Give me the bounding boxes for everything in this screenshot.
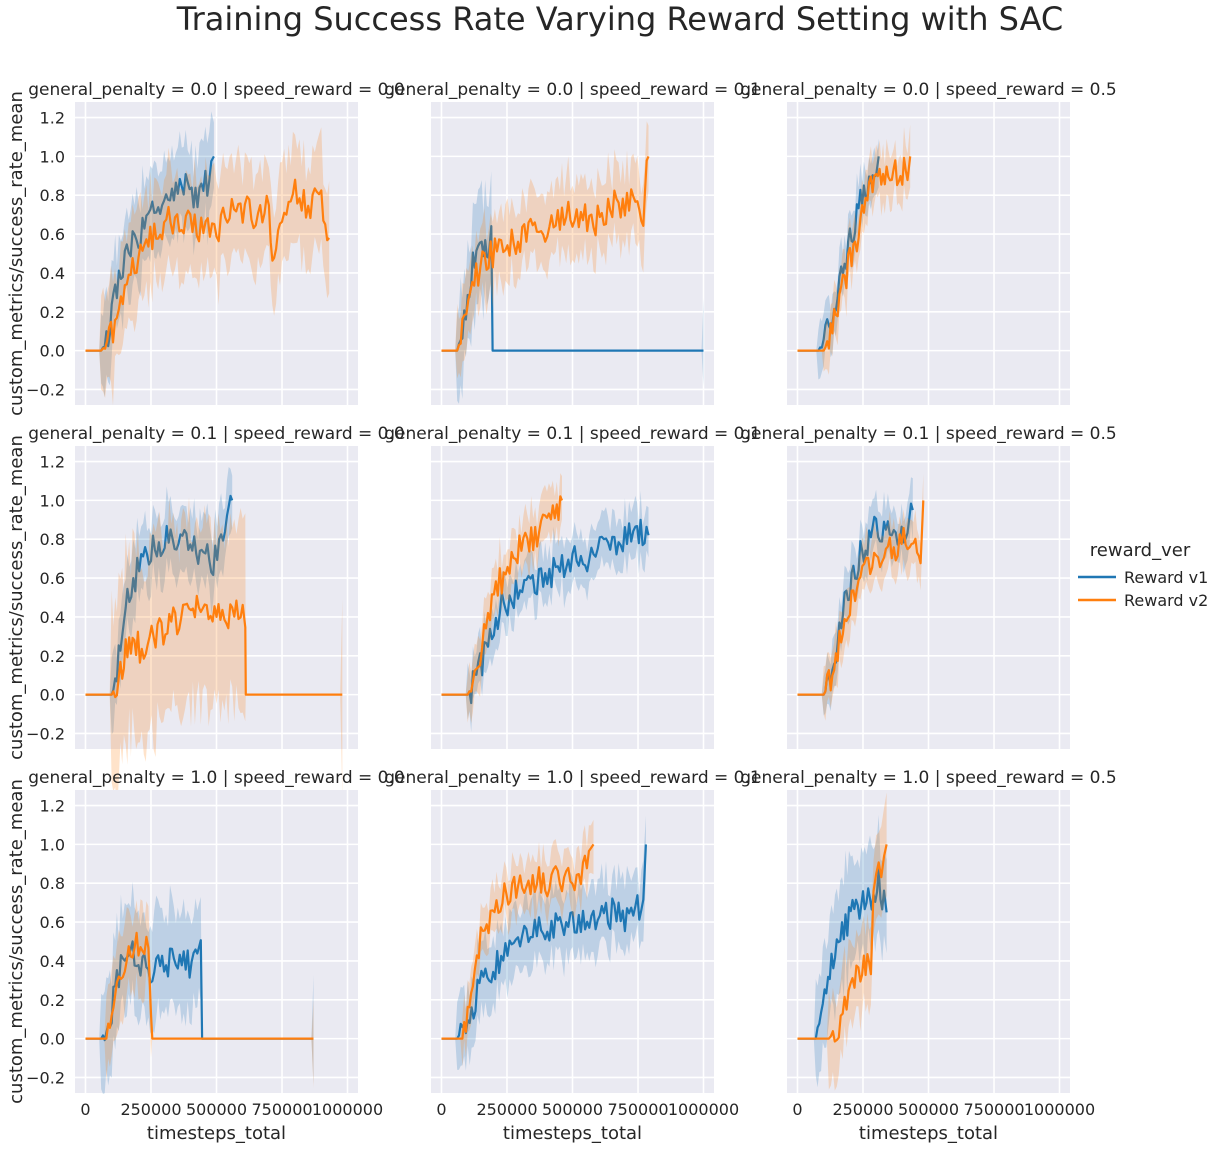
x-tick-label: 750000	[251, 1100, 312, 1119]
y-tick-label: 1.2	[40, 109, 65, 128]
confidence-band-reward-v2	[441, 121, 649, 379]
facet-panel-2: general_penalty = 0.0 | speed_reward = 0…	[384, 80, 761, 405]
x-tick-label: 0	[80, 1100, 90, 1119]
y-tick-label: 0.0	[40, 342, 65, 361]
confidence-band-reward-v1	[85, 467, 233, 735]
y-tick-label: 0.8	[40, 874, 65, 893]
x-tick-label: 1000000	[668, 1100, 739, 1119]
x-tick-label: 500000	[542, 1100, 603, 1119]
confidence-band-reward-v2	[797, 792, 887, 1091]
x-tick-label: 1000000	[1024, 1100, 1095, 1119]
y-tick-label: 0.0	[40, 1030, 65, 1049]
legend-label-reward-v1: Reward v1	[1124, 568, 1208, 587]
facet-panel-7: general_penalty = 1.0 | speed_reward = 0…	[6, 768, 405, 1144]
x-tick-label: 750000	[963, 1100, 1024, 1119]
x-tick-label: 1000000	[312, 1100, 383, 1119]
panel-title: general_penalty = 0.0 | speed_reward = 0…	[384, 80, 760, 100]
facet-grid: general_penalty = 0.0 | speed_reward = 0…	[6, 80, 1117, 1144]
panel-title: general_penalty = 0.0 | speed_reward = 0…	[28, 80, 404, 100]
y-tick-label: 0.8	[40, 186, 65, 205]
y-axis-label: custom_metrics/success_rate_mean	[6, 91, 27, 416]
y-tick-label: 0.0	[40, 686, 65, 705]
x-tick-label: 250000	[476, 1100, 537, 1119]
facet-panel-5: general_penalty = 0.1 | speed_reward = 0…	[384, 424, 761, 749]
series-line-reward-v2	[797, 500, 925, 696]
y-tick-label: −0.2	[26, 1068, 65, 1087]
series-line-reward-v2	[85, 178, 331, 352]
x-axis-label: timesteps_total	[503, 1123, 642, 1144]
y-tick-label: 1.0	[40, 835, 65, 854]
confidence-band-reward-v2	[85, 127, 330, 406]
confidence-band-reward-v2	[441, 819, 594, 1067]
x-tick-label: 500000	[898, 1100, 959, 1119]
series-line-reward-v2	[85, 931, 314, 1040]
confidence-band-reward-v2	[797, 473, 924, 721]
panel-title: general_penalty = 1.0 | speed_reward = 0…	[384, 768, 760, 788]
facet-panel-4: general_penalty = 0.1 | speed_reward = 0…	[6, 424, 405, 813]
x-tick-label: 0	[792, 1100, 802, 1119]
panel-title: general_penalty = 1.0 | speed_reward = 0…	[740, 768, 1116, 788]
y-tick-label: 0.8	[40, 530, 65, 549]
series-line-reward-v2	[441, 495, 564, 696]
panel-title: general_penalty = 0.1 | speed_reward = 0…	[28, 424, 404, 444]
y-tick-label: 1.0	[40, 491, 65, 510]
series-line-reward-v2	[441, 843, 595, 1040]
series-line-reward-v2	[441, 155, 650, 352]
y-tick-label: 0.6	[40, 225, 65, 244]
confidence-band-reward-v1	[441, 815, 646, 1071]
facet-panel-9: general_penalty = 1.0 | speed_reward = 0…	[740, 768, 1116, 1144]
x-tick-label: 750000	[607, 1100, 668, 1119]
facet-panel-1: general_penalty = 0.0 | speed_reward = 0…	[6, 80, 405, 416]
y-tick-label: 0.6	[40, 913, 65, 932]
series-line-reward-v1	[441, 225, 704, 352]
x-axis-label: timesteps_total	[859, 1123, 998, 1144]
series-line-reward-v1	[441, 844, 647, 1040]
x-tick-label: 250000	[120, 1100, 181, 1119]
x-tick-label: 250000	[832, 1100, 893, 1119]
y-tick-label: 0.4	[40, 264, 65, 283]
y-tick-label: 1.2	[40, 453, 65, 472]
y-tick-label: 1.0	[40, 147, 65, 166]
y-tick-label: 0.2	[40, 303, 65, 322]
legend-label-reward-v2: Reward v2	[1124, 591, 1208, 610]
y-tick-label: −0.2	[26, 724, 65, 743]
panel-title: general_penalty = 0.1 | speed_reward = 0…	[384, 424, 760, 444]
y-tick-label: 1.2	[40, 797, 65, 816]
facet-panel-6: general_penalty = 0.1 | speed_reward = 0…	[740, 424, 1117, 749]
confidence-band-reward-v1	[85, 881, 314, 1094]
legend-title: reward_ver	[1090, 540, 1191, 561]
y-tick-label: 0.4	[40, 952, 65, 971]
series-line-reward-v2	[797, 844, 888, 1043]
y-axis-label: custom_metrics/success_rate_mean	[6, 779, 27, 1104]
series-line-reward-v2	[85, 594, 343, 699]
x-tick-label: 0	[436, 1100, 446, 1119]
panel-title: general_penalty = 1.0 | speed_reward = 0…	[28, 768, 404, 788]
x-tick-label: 500000	[186, 1100, 247, 1119]
confidence-band-reward-v1	[797, 138, 879, 380]
panel-title: general_penalty = 0.0 | speed_reward = 0…	[740, 80, 1116, 100]
x-axis-label: timesteps_total	[147, 1123, 286, 1144]
y-tick-label: 0.2	[40, 991, 65, 1010]
y-tick-label: 0.4	[40, 608, 65, 627]
figure-title: Training Success Rate Varying Reward Set…	[176, 0, 1063, 38]
legend: reward_ver Reward v1 Reward v2	[1078, 540, 1208, 610]
y-tick-label: 0.2	[40, 647, 65, 666]
confidence-band-reward-v2	[85, 497, 343, 813]
series-line-reward-v1	[85, 155, 215, 352]
y-axis-label: custom_metrics/success_rate_mean	[6, 435, 27, 760]
series-line-reward-v2	[797, 156, 912, 352]
facet-panel-8: general_penalty = 1.0 | speed_reward = 0…	[384, 768, 760, 1144]
panel-title: general_penalty = 0.1 | speed_reward = 0…	[740, 424, 1116, 444]
y-tick-label: −0.2	[26, 380, 65, 399]
y-tick-label: 0.6	[40, 569, 65, 588]
facet-panel-3: general_penalty = 0.0 | speed_reward = 0…	[740, 80, 1117, 405]
confidence-band-reward-v2	[85, 899, 314, 1089]
